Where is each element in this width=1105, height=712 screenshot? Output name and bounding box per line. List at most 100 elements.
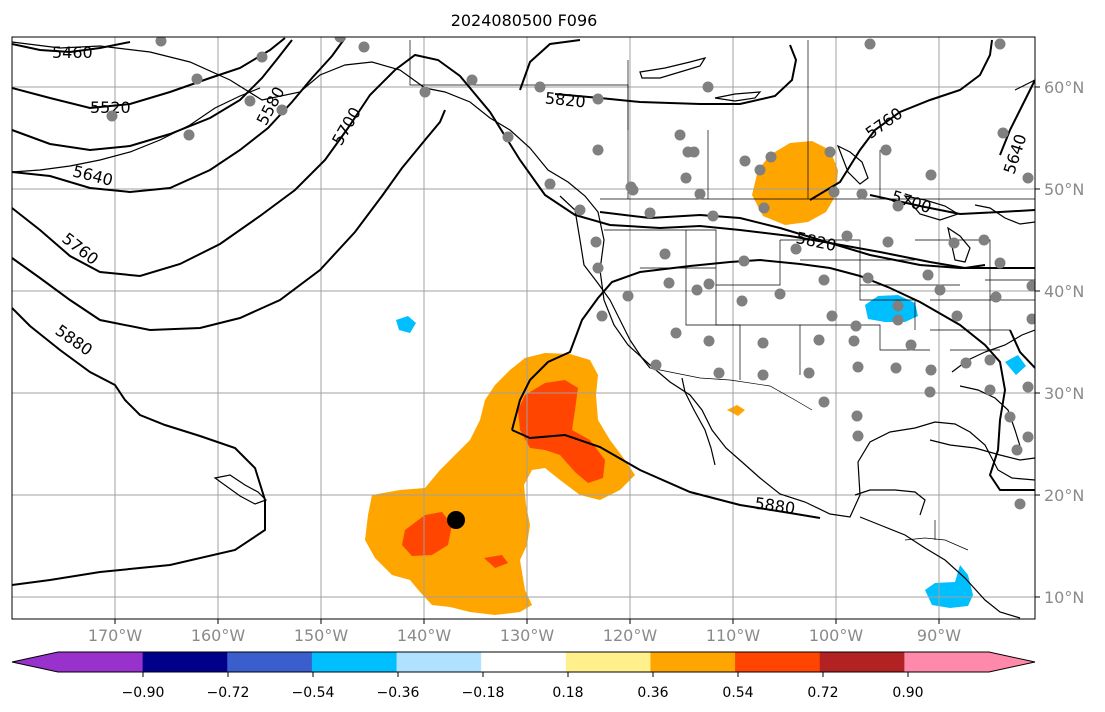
station-marker — [622, 290, 634, 302]
station-marker — [703, 335, 715, 347]
colorbar-extend-low — [12, 652, 58, 672]
station-marker — [841, 230, 853, 242]
height-contours — [12, 37, 1035, 586]
lon-label-90w: 90°W — [917, 626, 961, 645]
station-marker — [713, 367, 725, 379]
station-marker — [754, 164, 766, 176]
station-marker — [978, 234, 990, 246]
station-marker — [627, 184, 639, 196]
colorbar-tick-labels: −0.90 −0.72 −0.54 −0.36 −0.18 0.18 0.36 0.54 0.7… — [122, 672, 924, 701]
station-marker — [155, 37, 167, 47]
colorbar-tick-label: 0.90 — [892, 685, 923, 701]
station-marker — [703, 278, 715, 290]
station-marker — [574, 204, 586, 216]
lon-label-100w: 100°W — [809, 626, 864, 645]
station-marker — [674, 129, 686, 141]
political-borders — [409, 40, 1035, 551]
station-marker — [924, 386, 936, 398]
station-marker — [890, 362, 902, 374]
station-marker — [1022, 431, 1034, 443]
station-marker — [925, 169, 937, 181]
station-marker — [757, 369, 769, 381]
station-marker — [925, 364, 937, 376]
station-marker — [990, 291, 1002, 303]
station-marker — [850, 320, 862, 332]
lat-label-60n: 60°N — [1044, 78, 1084, 97]
strong-warm-anomaly-3 — [484, 555, 508, 568]
longitude-labels: 170°W 160°W 150°W 140°W 130°W 120°W 110°… — [88, 619, 961, 645]
station-marker — [691, 284, 703, 296]
map-area: 5460 5520 5580 5640 5700 5760 5820 5880 … — [12, 37, 1035, 619]
colorbar-tick-label: −0.72 — [207, 685, 250, 701]
lat-label-30n: 30°N — [1044, 384, 1084, 403]
lat-label-20n: 20°N — [1044, 486, 1084, 505]
station-marker — [852, 361, 864, 373]
station-marker — [1011, 444, 1023, 456]
station-marker — [739, 155, 751, 167]
figure-title: 2024080500 F096 — [451, 11, 598, 30]
contour-label-5460: 5460 — [52, 43, 93, 62]
station-marker — [813, 334, 825, 346]
station-marker — [864, 38, 876, 50]
station-marker — [848, 335, 860, 347]
station-marker — [892, 200, 904, 212]
station-marker — [818, 274, 830, 286]
station-marker — [596, 310, 608, 322]
station-marker — [592, 262, 604, 274]
colorbar-segment — [819, 652, 905, 672]
colorbar-tick-label: 0.72 — [807, 685, 838, 701]
station-marker — [994, 257, 1006, 269]
colorbar-segment — [735, 652, 821, 672]
colorbar-tick-label: 0.36 — [637, 685, 668, 701]
colorbar-extend-high — [989, 652, 1035, 672]
contour-label-5520: 5520 — [90, 98, 131, 117]
colorbar-segment — [565, 652, 651, 672]
station-marker — [882, 236, 894, 248]
contour-labels: 5460 5520 5580 5640 5700 5760 5820 5880 … — [52, 43, 1031, 518]
station-marker — [419, 86, 431, 98]
station-marker — [948, 237, 960, 249]
warm-anomaly-mexico — [727, 405, 745, 416]
station-marker — [880, 144, 892, 156]
station-marker — [256, 51, 268, 63]
colorbar-segment — [904, 652, 990, 672]
anomaly-shading — [365, 141, 1026, 615]
cold-anomaly-pacific — [396, 316, 416, 333]
station-marker — [757, 337, 769, 349]
station-marker — [358, 41, 370, 53]
station-marker — [892, 300, 904, 312]
station-marker — [502, 131, 514, 143]
colorbar-outline — [11, 651, 1036, 673]
latitude-labels: 60°N 50°N 40°N 30°N 20°N 10°N — [1035, 78, 1084, 607]
station-marker — [826, 310, 838, 322]
station-marker — [702, 81, 714, 93]
station-marker — [1004, 411, 1016, 423]
colorbar-segment — [227, 652, 313, 672]
station-markers — [106, 37, 1035, 510]
lon-label-120w: 120°W — [603, 626, 658, 645]
lon-label-150w: 150°W — [294, 626, 349, 645]
map-frame — [11, 36, 1036, 620]
colorbar-segment — [481, 652, 567, 672]
strong-warm-anomaly-1 — [518, 380, 605, 483]
station-marker — [892, 314, 904, 326]
lat-label-10n: 10°N — [1044, 588, 1084, 607]
station-marker — [1026, 280, 1035, 292]
station-marker — [862, 272, 874, 284]
station-marker — [659, 248, 671, 260]
lon-label-130w: 130°W — [500, 626, 555, 645]
station-marker — [592, 144, 604, 156]
contour-label-5820-north: 5820 — [544, 88, 586, 111]
station-marker — [544, 178, 556, 190]
station-marker — [590, 236, 602, 248]
station-marker — [905, 339, 917, 351]
station-marker — [1022, 381, 1034, 393]
cold-anomaly-plains — [865, 295, 918, 322]
warm-anomaly-canada — [752, 141, 838, 225]
station-marker — [852, 430, 864, 442]
colorbar-tick-label: −0.90 — [122, 685, 165, 701]
colorbar: −0.90 −0.72 −0.54 −0.36 −0.18 0.18 0.36 0.54 0.7… — [11, 651, 1036, 701]
station-marker — [765, 151, 777, 163]
station-marker — [818, 396, 830, 408]
colorbar-segment — [650, 652, 736, 672]
